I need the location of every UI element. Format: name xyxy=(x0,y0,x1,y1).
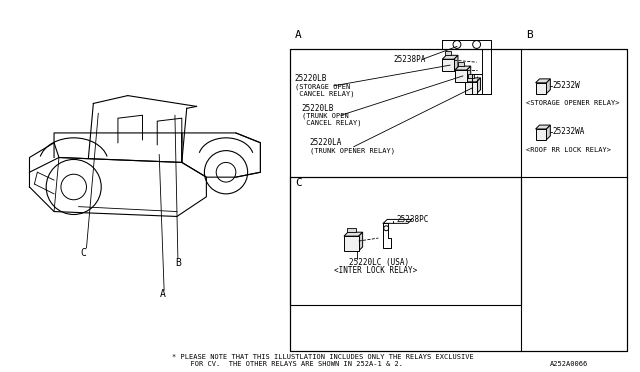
Polygon shape xyxy=(536,79,550,83)
Text: 25238PC: 25238PC xyxy=(396,215,428,224)
Text: (TRUNK OPEN: (TRUNK OPEN xyxy=(301,113,348,119)
Text: A252A0066: A252A0066 xyxy=(550,361,589,367)
Bar xyxy=(344,236,358,251)
Polygon shape xyxy=(547,79,550,94)
Bar xyxy=(347,228,356,232)
Polygon shape xyxy=(344,232,363,236)
Bar xyxy=(290,177,521,305)
Polygon shape xyxy=(442,55,458,59)
Text: 25220LB: 25220LB xyxy=(301,104,334,113)
Polygon shape xyxy=(454,55,458,71)
Text: (TRUNK OPENER RELAY): (TRUNK OPENER RELAY) xyxy=(310,147,395,154)
Text: 25232W: 25232W xyxy=(552,81,580,90)
Bar xyxy=(465,82,477,94)
Text: B: B xyxy=(526,30,532,40)
Polygon shape xyxy=(547,125,550,140)
Text: * PLEASE NOTE THAT THIS ILLUSTLATION INCLUDES ONLY THE RELAYS EXCLUSIVE: * PLEASE NOTE THAT THIS ILLUSTLATION INC… xyxy=(172,354,474,360)
Bar xyxy=(458,62,464,66)
Text: <INTER LOCK RELAY>: <INTER LOCK RELAY> xyxy=(334,266,417,275)
Polygon shape xyxy=(455,66,471,70)
Text: <STORAGE OPENER RELAY>: <STORAGE OPENER RELAY> xyxy=(526,100,620,106)
Text: C: C xyxy=(295,178,301,188)
Bar xyxy=(536,129,547,140)
Bar xyxy=(290,49,627,351)
Polygon shape xyxy=(477,78,481,94)
Bar xyxy=(442,59,454,71)
Text: 25232WA: 25232WA xyxy=(552,128,585,137)
Text: 25220LA: 25220LA xyxy=(310,138,342,147)
Polygon shape xyxy=(358,232,363,251)
Text: CANCEL RELAY): CANCEL RELAY) xyxy=(295,90,355,97)
Text: A: A xyxy=(295,30,301,40)
Bar xyxy=(468,74,474,78)
Text: 25220LB: 25220LB xyxy=(295,74,327,83)
Polygon shape xyxy=(536,125,550,129)
Polygon shape xyxy=(465,78,481,82)
Polygon shape xyxy=(467,66,471,82)
Bar xyxy=(455,70,467,82)
Text: C: C xyxy=(81,248,86,258)
Text: CANCEL RELAY): CANCEL RELAY) xyxy=(301,120,361,126)
Text: A: A xyxy=(160,289,166,299)
Bar xyxy=(536,83,547,94)
Text: FOR CV.  THE OTHER RELAYS ARE SHOWN IN 252A-1 & 2.: FOR CV. THE OTHER RELAYS ARE SHOWN IN 25… xyxy=(182,361,403,367)
Text: (STORAGE OPEN: (STORAGE OPEN xyxy=(295,83,350,90)
Text: B: B xyxy=(175,258,181,267)
Bar xyxy=(445,51,451,55)
Bar xyxy=(290,49,627,351)
Text: 25238PA: 25238PA xyxy=(393,55,426,64)
Text: 25220LC (USA): 25220LC (USA) xyxy=(349,258,409,267)
Text: <ROOF RR LOCK RELAY>: <ROOF RR LOCK RELAY> xyxy=(526,147,611,153)
